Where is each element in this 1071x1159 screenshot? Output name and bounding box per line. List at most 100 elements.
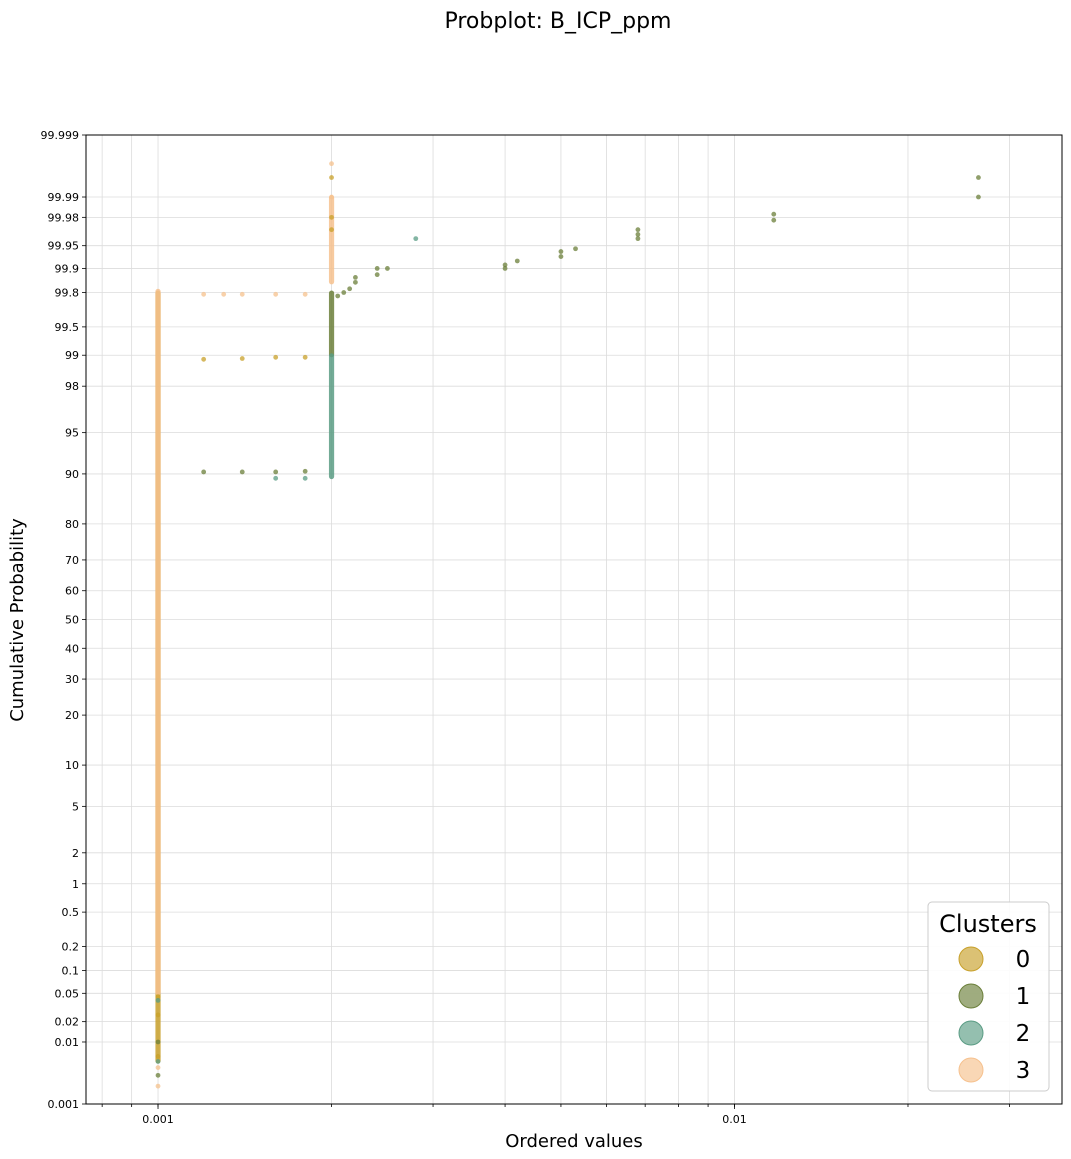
data-point-cluster-3 bbox=[155, 1083, 161, 1089]
data-point-cluster-1 bbox=[771, 217, 777, 223]
legend-label-cluster-3: 3 bbox=[1016, 1058, 1031, 1084]
data-point-cluster-1 bbox=[771, 211, 777, 217]
legend-label-cluster-0: 0 bbox=[1016, 947, 1031, 973]
data-point-cluster-1 bbox=[201, 469, 207, 475]
y-tick-label: 70 bbox=[65, 554, 79, 567]
y-tick-label: 98 bbox=[65, 380, 79, 393]
y-tick-label: 0.2 bbox=[62, 940, 80, 953]
legend-marker-cluster-1 bbox=[958, 983, 984, 1009]
y-tick-label: 0.5 bbox=[62, 906, 80, 919]
data-point-cluster-0 bbox=[302, 354, 308, 360]
data-band-cluster-1 bbox=[328, 290, 335, 358]
y-tick-label: 90 bbox=[65, 468, 79, 481]
y-tick-label: 99.95 bbox=[48, 240, 80, 253]
data-point-cluster-1 bbox=[502, 262, 508, 268]
legend-label-cluster-2: 2 bbox=[1016, 1021, 1031, 1047]
data-point-cluster-1 bbox=[635, 232, 641, 237]
data-point-cluster-3 bbox=[329, 194, 334, 200]
legend-marker-cluster-2 bbox=[958, 1020, 984, 1046]
data-band-cluster-3 bbox=[328, 195, 335, 285]
data-point-cluster-0 bbox=[329, 214, 334, 220]
data-point-cluster-1 bbox=[558, 254, 564, 259]
data-point-cluster-1 bbox=[302, 468, 308, 474]
y-tick-label: 20 bbox=[65, 709, 79, 722]
data-point-cluster-3 bbox=[239, 291, 245, 297]
data-point-cluster-3 bbox=[155, 1065, 161, 1070]
data-point-cluster-1 bbox=[385, 266, 390, 271]
data-point-cluster-1 bbox=[514, 258, 520, 264]
y-axis-label: Cumulative Probability bbox=[7, 518, 28, 722]
data-point-cluster-1 bbox=[155, 1039, 161, 1045]
y-tick-label: 5 bbox=[72, 800, 79, 813]
data-point-cluster-3 bbox=[302, 291, 308, 297]
data-point-cluster-1 bbox=[347, 286, 353, 292]
data-point-cluster-0 bbox=[329, 175, 334, 180]
data-point-cluster-3 bbox=[201, 291, 207, 297]
data-point-cluster-1 bbox=[353, 279, 358, 285]
legend-box bbox=[927, 901, 1050, 1092]
legend-marker-cluster-0 bbox=[958, 946, 984, 972]
data-point-cluster-0 bbox=[201, 356, 207, 362]
data-point-cluster-1 bbox=[502, 266, 508, 271]
y-tick-label: 99.9 bbox=[55, 262, 80, 275]
y-tick-label: 10 bbox=[65, 759, 79, 772]
ticks-layer: 0.001 0.01 0.02 0.05 0.1 0.2 0.5 1 2 5 10 20 30 40 50 6… bbox=[41, 129, 1010, 1126]
y-tick-label: 99 bbox=[65, 349, 79, 362]
y-tick-label: 0.05 bbox=[55, 987, 80, 1000]
data-point-cluster-0 bbox=[239, 356, 245, 361]
data-point-cluster-1 bbox=[341, 290, 347, 295]
legend: Clusters 0 1 2 3 bbox=[927, 901, 1050, 1092]
data-point-cluster-0 bbox=[273, 354, 279, 360]
x-axis-label: Ordered values bbox=[505, 1131, 643, 1152]
data-point-cluster-0 bbox=[329, 227, 334, 233]
y-tick-label: 0.01 bbox=[55, 1036, 80, 1049]
data-point-cluster-1 bbox=[273, 469, 279, 475]
y-tick-label: 50 bbox=[65, 614, 79, 627]
y-tick-label: 1 bbox=[72, 878, 79, 891]
data-point-cluster-1 bbox=[976, 194, 981, 200]
data-band-cluster-2 bbox=[328, 353, 335, 480]
data-point-cluster-1 bbox=[353, 274, 358, 280]
y-tick-label: 95 bbox=[65, 427, 79, 440]
x-tick-label: 0.001 bbox=[142, 1113, 174, 1126]
y-tick-label: 99.99 bbox=[48, 191, 80, 204]
legend-marker-cluster-3 bbox=[958, 1057, 984, 1083]
data-point-cluster-1 bbox=[374, 266, 380, 271]
y-tick-label: 99.98 bbox=[48, 211, 80, 224]
y-tick-label: 99.5 bbox=[55, 321, 80, 334]
data-point-cluster-1 bbox=[239, 469, 245, 475]
data-point-cluster-3 bbox=[329, 161, 334, 167]
data-point-cluster-2 bbox=[302, 475, 308, 481]
data-point-cluster-1 bbox=[976, 175, 981, 180]
data-point-cluster-1 bbox=[558, 249, 564, 254]
y-tick-label: 0.1 bbox=[62, 965, 80, 978]
data-point-cluster-0 bbox=[155, 1012, 161, 1018]
data-point-cluster-2 bbox=[413, 236, 419, 242]
data-point-cluster-1 bbox=[374, 272, 380, 278]
data-point-cluster-2 bbox=[155, 1059, 161, 1064]
grid-layer bbox=[86, 134, 1062, 1105]
data-point-cluster-3 bbox=[221, 291, 227, 297]
data-point-cluster-2 bbox=[155, 997, 161, 1003]
y-tick-label: 60 bbox=[65, 585, 79, 598]
data-point-cluster-0 bbox=[155, 994, 161, 1000]
data-point-cluster-1 bbox=[635, 236, 641, 242]
y-tick-label: 0.001 bbox=[48, 1098, 80, 1111]
x-tick-label: 0.01 bbox=[722, 1113, 747, 1126]
y-tick-label: 40 bbox=[65, 642, 79, 655]
data-point-cluster-1 bbox=[573, 246, 578, 252]
y-tick-label: 80 bbox=[65, 518, 79, 531]
data-point-cluster-3 bbox=[273, 291, 279, 297]
y-tick-label: 99.8 bbox=[55, 287, 80, 300]
data-layer bbox=[155, 161, 981, 1089]
data-point-cluster-1 bbox=[635, 227, 641, 233]
data-point-cluster-2 bbox=[273, 475, 279, 481]
data-point-cluster-0 bbox=[155, 1054, 161, 1059]
data-band-cluster-3 bbox=[155, 288, 161, 996]
data-point-cluster-1 bbox=[335, 293, 341, 299]
y-tick-label: 99.999 bbox=[41, 129, 80, 142]
y-tick-label: 0.02 bbox=[55, 1016, 80, 1029]
data-point-cluster-1 bbox=[155, 1072, 161, 1078]
legend-title: Clusters bbox=[939, 910, 1037, 938]
